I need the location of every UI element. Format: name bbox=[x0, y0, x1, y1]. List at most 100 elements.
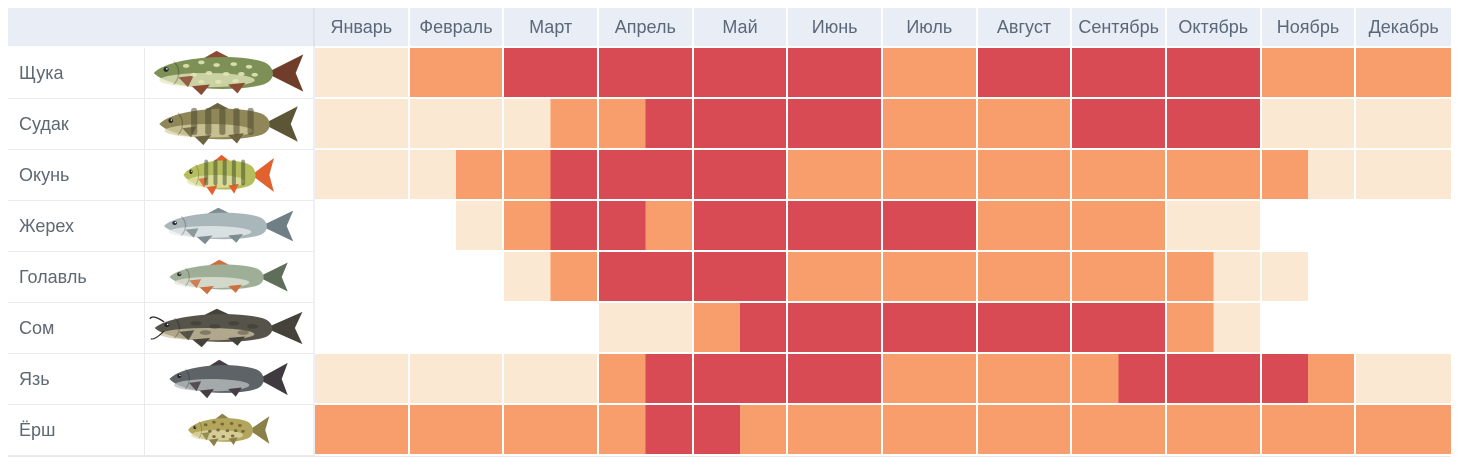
activity-cell bbox=[315, 405, 410, 456]
table-row: Язь bbox=[8, 354, 1451, 405]
month-header: Июнь bbox=[788, 8, 883, 48]
activity-cell bbox=[409, 150, 505, 201]
activity-cell bbox=[1166, 201, 1262, 252]
fishing-calendar-table: Январь Февраль Март Апрель Май Июнь Июль Август… bbox=[8, 8, 1451, 457]
table-row: Сом bbox=[8, 303, 1451, 354]
activity-cell bbox=[1166, 252, 1262, 303]
activity-cell bbox=[1356, 303, 1451, 354]
fish-image-asp bbox=[145, 201, 315, 252]
activity-cell bbox=[409, 48, 505, 99]
activity-cell bbox=[1072, 99, 1167, 150]
activity-cell bbox=[1072, 405, 1167, 456]
activity-cell bbox=[409, 99, 505, 150]
activity-cell bbox=[693, 405, 789, 456]
fish-name: Судак bbox=[8, 99, 145, 150]
month-header: Ноябрь bbox=[1261, 8, 1357, 48]
activity-cell bbox=[598, 354, 694, 405]
activity-cell bbox=[409, 405, 505, 456]
table-row: Ёрш bbox=[8, 405, 1451, 456]
activity-cell bbox=[504, 99, 599, 150]
activity-cell bbox=[1356, 201, 1451, 252]
activity-cell bbox=[598, 48, 694, 99]
activity-cell bbox=[1166, 99, 1262, 150]
activity-cell bbox=[409, 201, 505, 252]
month-header: Октябрь bbox=[1166, 8, 1262, 48]
table-row: Щука bbox=[8, 48, 1451, 99]
fish-image-ide bbox=[145, 354, 315, 405]
fish-image-zander bbox=[145, 99, 315, 150]
activity-cell bbox=[1261, 99, 1357, 150]
activity-cell bbox=[598, 405, 694, 456]
table-row: Голавль bbox=[8, 252, 1451, 303]
activity-cell bbox=[598, 150, 694, 201]
activity-cell bbox=[504, 150, 599, 201]
activity-cell bbox=[882, 150, 978, 201]
activity-cell bbox=[693, 201, 789, 252]
activity-cell bbox=[315, 303, 410, 354]
activity-cell bbox=[1261, 201, 1357, 252]
activity-cell bbox=[977, 201, 1073, 252]
fish-image-perch bbox=[145, 150, 315, 201]
month-header: Июль bbox=[882, 8, 978, 48]
fish-name: Ёрш bbox=[8, 405, 145, 456]
fish-name: Окунь bbox=[8, 150, 145, 201]
activity-cell bbox=[788, 303, 883, 354]
activity-cell bbox=[882, 252, 978, 303]
activity-cell bbox=[1356, 405, 1451, 456]
activity-cell bbox=[409, 303, 505, 354]
fish-image-pike bbox=[145, 48, 315, 99]
activity-cell bbox=[788, 48, 883, 99]
activity-cell bbox=[977, 252, 1073, 303]
month-header: Февраль bbox=[409, 8, 505, 48]
activity-cell bbox=[788, 201, 883, 252]
activity-cell bbox=[788, 354, 883, 405]
fish-name: Голавль bbox=[8, 252, 145, 303]
activity-cell bbox=[1072, 150, 1167, 201]
month-header: Март bbox=[504, 8, 599, 48]
activity-cell bbox=[1356, 252, 1451, 303]
activity-cell bbox=[1072, 303, 1167, 354]
month-header: Январь bbox=[315, 8, 410, 48]
activity-cell bbox=[1261, 48, 1357, 99]
activity-cell bbox=[693, 48, 789, 99]
activity-cell bbox=[315, 252, 410, 303]
activity-cell bbox=[977, 150, 1073, 201]
activity-cell bbox=[504, 252, 599, 303]
fish-name: Щука bbox=[8, 48, 145, 99]
activity-cell bbox=[1072, 354, 1167, 405]
activity-cell bbox=[977, 99, 1073, 150]
activity-cell bbox=[315, 150, 410, 201]
activity-cell bbox=[882, 48, 978, 99]
activity-cell bbox=[409, 354, 505, 405]
activity-cell bbox=[693, 354, 789, 405]
activity-cell bbox=[598, 252, 694, 303]
activity-cell bbox=[1356, 99, 1451, 150]
activity-cell bbox=[693, 252, 789, 303]
activity-cell bbox=[598, 303, 694, 354]
fish-name: Жерех bbox=[8, 201, 145, 252]
activity-cell bbox=[977, 48, 1073, 99]
table-row: Жерех bbox=[8, 201, 1451, 252]
activity-cell bbox=[693, 303, 789, 354]
table-header: Январь Февраль Март Апрель Май Июнь Июль Август… bbox=[8, 8, 1451, 48]
table-row: Окунь bbox=[8, 150, 1451, 201]
activity-cell bbox=[504, 48, 599, 99]
activity-cell bbox=[598, 201, 694, 252]
table-corner-cell bbox=[8, 8, 315, 48]
activity-cell bbox=[504, 303, 599, 354]
activity-cell bbox=[693, 99, 789, 150]
activity-cell bbox=[504, 405, 599, 456]
activity-cell bbox=[315, 354, 410, 405]
activity-cell bbox=[788, 99, 883, 150]
month-header: Сентябрь bbox=[1072, 8, 1167, 48]
month-header: Май bbox=[693, 8, 789, 48]
activity-cell bbox=[882, 405, 978, 456]
activity-cell bbox=[409, 252, 505, 303]
activity-cell bbox=[788, 405, 883, 456]
fish-name: Сом bbox=[8, 303, 145, 354]
fish-name: Язь bbox=[8, 354, 145, 405]
activity-cell bbox=[788, 252, 883, 303]
activity-cell bbox=[1166, 405, 1262, 456]
activity-cell bbox=[598, 99, 694, 150]
activity-cell bbox=[1166, 150, 1262, 201]
